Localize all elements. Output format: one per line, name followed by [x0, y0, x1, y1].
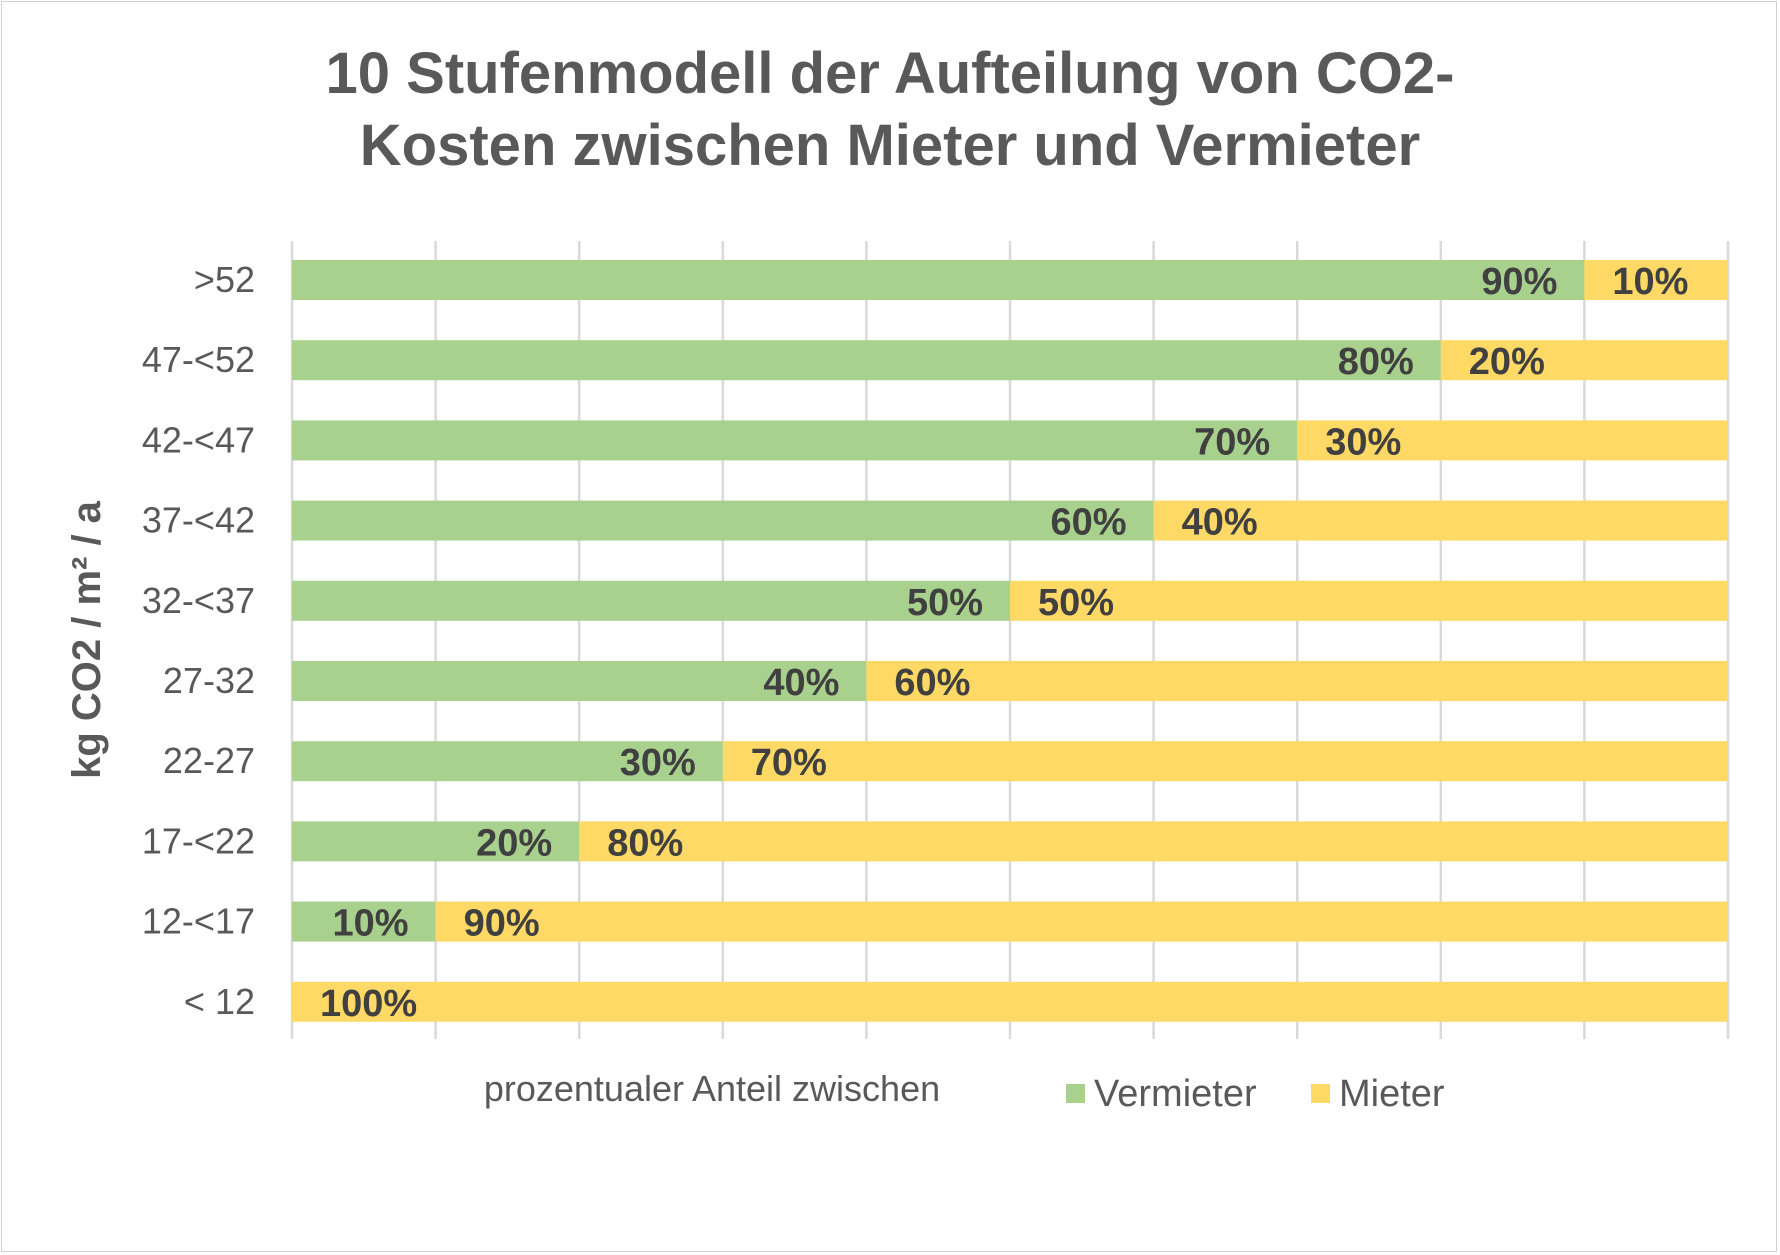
category-label: >52 [194, 259, 255, 300]
bar-vermieter [292, 420, 1298, 461]
data-label: 100% [320, 983, 417, 1025]
bar-mieter [1440, 340, 1728, 381]
bar-mieter [722, 741, 1728, 782]
title-line-2: Kosten zwischen Mieter und Vermieter [359, 113, 1421, 178]
legend-label-mieter: Mieter [1339, 1073, 1445, 1115]
bar-vermieter [292, 821, 580, 862]
category-label: 17-<22 [142, 820, 255, 861]
legend-swatch-vermieter [1066, 1084, 1085, 1103]
data-label: 80% [607, 822, 683, 864]
bar-vermieter [292, 580, 1010, 621]
category-label: 12-<17 [142, 901, 255, 942]
bar-mieter [292, 981, 1728, 1022]
data-label: 90% [1481, 261, 1557, 303]
data-label: 30% [620, 742, 696, 784]
data-label: 20% [1469, 341, 1545, 383]
bar-mieter [435, 901, 1729, 942]
data-label: 60% [1051, 502, 1127, 544]
category-label: 32-<37 [142, 580, 255, 621]
data-label: 50% [1038, 582, 1114, 624]
bar-mieter [866, 661, 1728, 701]
data-label: 10% [333, 903, 409, 945]
bar-mieter [1010, 580, 1728, 621]
category-label: 27-32 [163, 660, 255, 701]
bar-vermieter [292, 260, 1585, 300]
bar-mieter [1584, 260, 1728, 300]
chart-title: 10 Stufenmodell der Aufteilung von CO2- … [0, 38, 1780, 182]
category-label: 22-27 [163, 740, 255, 781]
legend-swatch-mieter [1311, 1084, 1330, 1103]
bar-mieter [1297, 420, 1728, 461]
data-label: 90% [464, 903, 540, 945]
data-label: 30% [1325, 421, 1401, 463]
x-axis-title: prozentualer Anteil zwischen [484, 1068, 940, 1109]
bar-vermieter [292, 500, 1154, 541]
data-label: 40% [1182, 502, 1258, 544]
data-label: 60% [894, 662, 970, 704]
y-axis-title: kg CO2 / m² / a [65, 500, 109, 779]
data-label: 70% [1194, 421, 1270, 463]
category-label: < 12 [184, 981, 255, 1022]
category-label: 47-<52 [142, 339, 255, 380]
title-line-1: 10 Stufenmodell der Aufteilung von CO2- [325, 41, 1455, 106]
data-label: 10% [1612, 261, 1688, 303]
bar-vermieter [292, 901, 436, 942]
data-label: 80% [1338, 341, 1414, 383]
category-label: 42-<47 [142, 419, 255, 460]
data-label: 70% [751, 742, 827, 784]
data-label: 50% [907, 582, 983, 624]
bar-vermieter [292, 741, 723, 782]
bar-mieter [1153, 500, 1728, 541]
data-label: 40% [763, 662, 839, 704]
category-label: 37-<42 [142, 500, 255, 541]
data-label: 20% [476, 822, 552, 864]
bar-vermieter [292, 340, 1441, 381]
bar-mieter [579, 821, 1729, 862]
legend-label-vermieter: Vermieter [1094, 1073, 1257, 1115]
bar-vermieter [292, 661, 867, 701]
